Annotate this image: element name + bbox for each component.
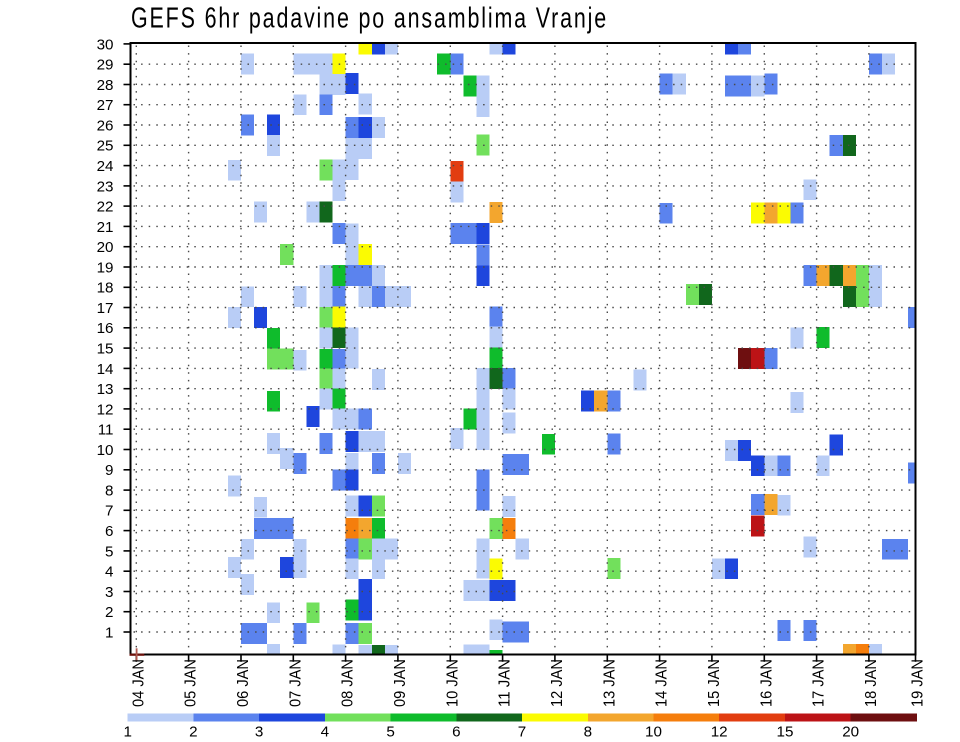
svg-text:17 JAN: 17 JAN	[811, 659, 828, 707]
svg-text:07 JAN: 07 JAN	[287, 659, 304, 707]
svg-text:5: 5	[105, 543, 113, 560]
svg-text:11 JAN: 11 JAN	[497, 659, 514, 707]
svg-text:13: 13	[97, 381, 114, 398]
svg-text:2: 2	[105, 604, 113, 621]
svg-text:11: 11	[98, 422, 114, 439]
svg-text:3: 3	[255, 724, 263, 741]
svg-text:19: 19	[97, 259, 114, 276]
svg-text:12: 12	[97, 401, 114, 418]
svg-text:26: 26	[97, 117, 114, 134]
svg-text:20: 20	[97, 239, 114, 256]
svg-text:19 JAN: 19 JAN	[910, 659, 927, 707]
svg-text:8: 8	[105, 483, 113, 500]
svg-text:09 JAN: 09 JAN	[392, 659, 409, 707]
svg-text:10: 10	[97, 442, 114, 459]
svg-text:20: 20	[842, 724, 859, 741]
svg-text:7: 7	[105, 503, 113, 520]
svg-text:GEFS 6hr padavine po ansamblim: GEFS 6hr padavine po ansamblima Vranje	[131, 3, 608, 35]
svg-text:16 JAN: 16 JAN	[758, 659, 775, 707]
svg-text:23: 23	[97, 178, 114, 195]
svg-text:6: 6	[105, 523, 113, 540]
svg-text:21: 21	[97, 219, 114, 236]
svg-text:2: 2	[189, 724, 197, 741]
svg-text:15: 15	[97, 341, 114, 358]
svg-text:8: 8	[584, 724, 592, 741]
svg-text:30: 30	[97, 36, 114, 53]
svg-text:17: 17	[97, 300, 114, 317]
svg-text:15 JAN: 15 JAN	[706, 659, 723, 707]
svg-text:13 JAN: 13 JAN	[601, 659, 618, 707]
svg-text:10: 10	[645, 724, 662, 741]
svg-text:4: 4	[105, 564, 113, 581]
svg-text:24: 24	[97, 158, 114, 175]
svg-text:05 JAN: 05 JAN	[183, 659, 200, 707]
svg-text:27: 27	[97, 97, 114, 114]
svg-text:3: 3	[105, 584, 113, 601]
svg-text:4: 4	[321, 724, 329, 741]
svg-text:14 JAN: 14 JAN	[654, 659, 671, 707]
svg-text:1: 1	[123, 724, 131, 741]
svg-text:25: 25	[97, 138, 114, 155]
svg-text:6: 6	[452, 724, 460, 741]
svg-text:15: 15	[777, 724, 794, 741]
svg-text:18 JAN: 18 JAN	[863, 659, 880, 707]
svg-text:7: 7	[518, 724, 526, 741]
svg-text:16: 16	[97, 320, 114, 337]
svg-text:12: 12	[711, 724, 728, 741]
svg-text:10 JAN: 10 JAN	[444, 659, 461, 707]
svg-text:9: 9	[105, 462, 113, 479]
svg-text:28: 28	[97, 77, 114, 94]
svg-text:29: 29	[97, 57, 114, 74]
svg-text:5: 5	[386, 724, 394, 741]
svg-text:18: 18	[97, 280, 114, 297]
svg-text:08 JAN: 08 JAN	[340, 659, 357, 707]
svg-text:14: 14	[97, 361, 114, 378]
svg-text:12 JAN: 12 JAN	[549, 659, 566, 707]
svg-text:04 JAN: 04 JAN	[130, 659, 147, 707]
svg-text:06 JAN: 06 JAN	[235, 659, 252, 707]
svg-text:1: 1	[105, 624, 113, 641]
svg-text:22: 22	[97, 199, 114, 216]
